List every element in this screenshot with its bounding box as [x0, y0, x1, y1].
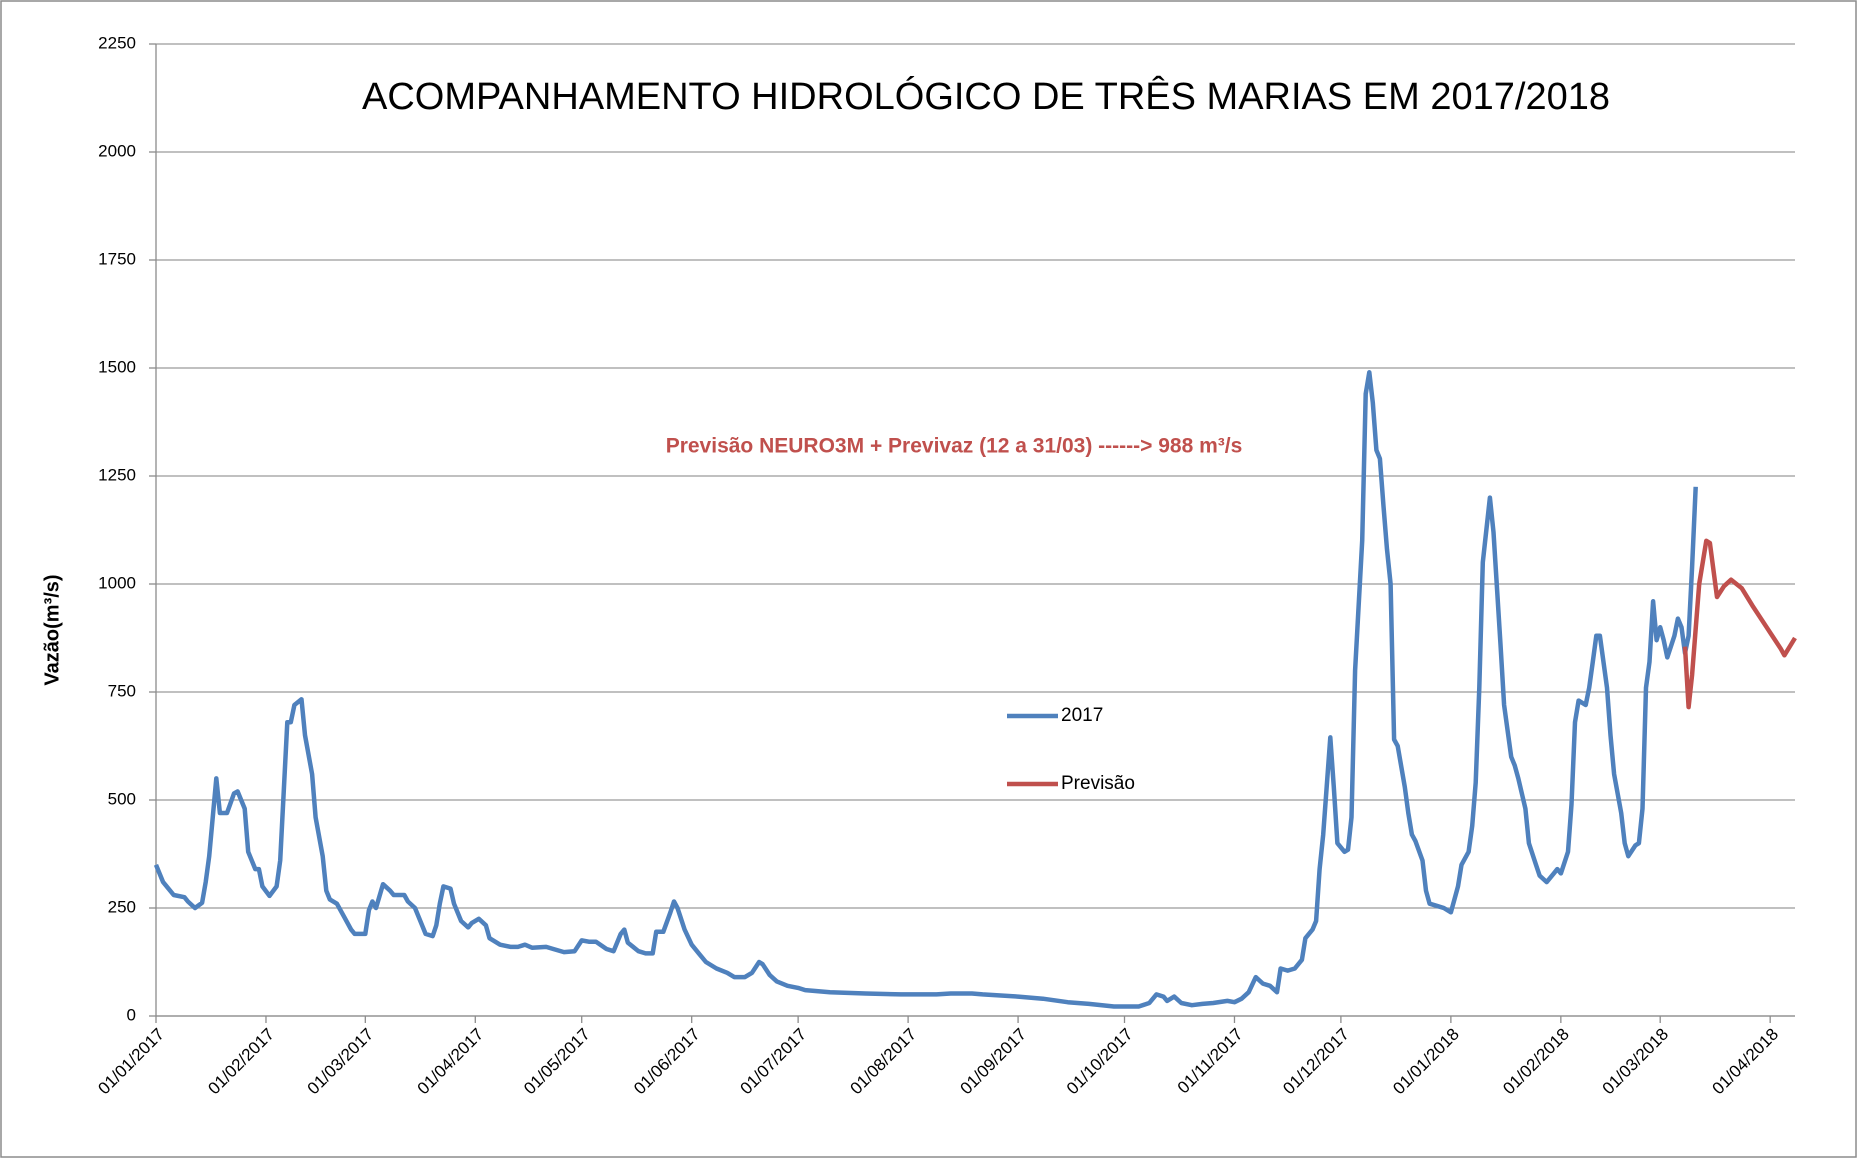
- chart-title: ACOMPANHAMENTO HIDROLÓGICO DE TRÊS MARIA…: [362, 75, 1610, 118]
- y-tick-label: 2000: [98, 141, 136, 160]
- y-tick-label: 1000: [98, 573, 136, 592]
- y-tick-label: 750: [108, 681, 136, 700]
- annotation: Previsão NEURO3M + Previvaz (12 a 31/03)…: [666, 435, 1243, 458]
- y-tick-label: 1250: [98, 465, 136, 484]
- legend-label: 2017: [1061, 705, 1103, 726]
- y-tick-label: 1500: [98, 357, 136, 376]
- y-axis-label: Vazão(m³/s): [41, 574, 63, 685]
- series-line: [153, 370, 1698, 1009]
- y-tick-label: 1750: [98, 249, 136, 268]
- y-tick-label: 250: [108, 897, 136, 916]
- y-tick-label: 500: [108, 789, 136, 808]
- series-line: [1682, 538, 1797, 710]
- y-tick-label: 2250: [98, 33, 136, 52]
- y-tick-label: 0: [127, 1005, 136, 1024]
- legend-label: Previsão: [1061, 773, 1135, 794]
